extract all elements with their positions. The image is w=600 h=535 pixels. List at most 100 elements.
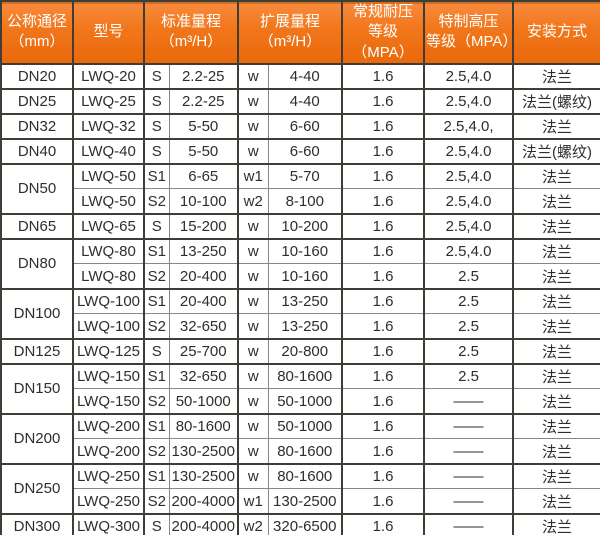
high-pressure-cell: 2.5 bbox=[423, 263, 514, 290]
install-cell: 法兰 bbox=[512, 362, 600, 390]
table-row: DN50 LWQ-50 S1 6-65 w1 5-70 1.6 2.5,4.0 … bbox=[0, 162, 600, 215]
ext-range-cell: 50-1000 bbox=[267, 388, 343, 415]
std-label-cell: S bbox=[143, 337, 170, 365]
dn-cell: DN32 bbox=[0, 112, 74, 140]
ext-range-cell: 13-250 bbox=[267, 313, 343, 340]
pressure-cell: 1.6 bbox=[341, 488, 425, 515]
ext-label-cell: w bbox=[237, 112, 269, 140]
std-label-cell: S2 bbox=[143, 263, 170, 290]
table-row: DN125 LWQ-125 S 25-700 w 20-800 1.6 2.5 … bbox=[0, 337, 600, 365]
ext-label-cell: w bbox=[237, 438, 269, 465]
std-range-cell: 130-2500 bbox=[168, 438, 239, 465]
pressure-cell: 1.6 bbox=[341, 137, 425, 165]
install-cell: 法兰 bbox=[512, 438, 600, 465]
pressure-cell: 1.6 bbox=[341, 162, 425, 190]
ext-range-cell: 20-800 bbox=[267, 337, 343, 365]
ext-label-cell: w1 bbox=[237, 488, 269, 515]
high-pressure-cell: —— bbox=[423, 412, 514, 440]
std-range-cell: 25-700 bbox=[168, 337, 239, 365]
install-cell: 法兰(螺纹) bbox=[512, 137, 600, 165]
ext-range-cell: 13-250 bbox=[267, 287, 343, 315]
header-diameter: 公称通径 （mm） bbox=[0, 0, 74, 65]
high-pressure-cell: 2.5,4.0 bbox=[423, 212, 514, 240]
pressure-cell: 1.6 bbox=[341, 188, 425, 215]
table-row: LWQ-100 S2 32-650 w 13-250 1.6 2.5 法兰 bbox=[1, 313, 600, 340]
ext-label-cell: w2 bbox=[237, 188, 269, 215]
table-row: DN20 LWQ-20 S 2.2-25 w 4-40 1.6 2.5,4.0 … bbox=[0, 62, 600, 90]
std-label-cell: S2 bbox=[143, 488, 170, 515]
std-range-cell: 15-200 bbox=[168, 212, 239, 240]
high-pressure-cell: —— bbox=[423, 512, 514, 535]
ext-range-cell: 8-100 bbox=[267, 188, 343, 215]
pressure-cell: 1.6 bbox=[341, 313, 425, 340]
model-cell: LWQ-150 bbox=[72, 362, 145, 390]
pressure-cell: 1.6 bbox=[341, 212, 425, 240]
high-pressure-cell: —— bbox=[423, 438, 514, 465]
ext-range-cell: 320-6500 bbox=[267, 512, 343, 535]
ext-label-cell: w bbox=[237, 212, 269, 240]
dn-cell: DN250 bbox=[0, 462, 74, 515]
table-row: DN40 LWQ-40 S 5-50 w 6-60 1.6 2.5,4.0 法兰… bbox=[0, 137, 600, 165]
std-label-cell: S bbox=[143, 512, 170, 535]
std-label-cell: S bbox=[143, 87, 170, 115]
ext-label-cell: w bbox=[237, 237, 269, 265]
table-row: DN32 LWQ-32 S 5-50 w 6-60 1.6 2.5,4.0, 法… bbox=[0, 112, 600, 140]
table-row: DN100 LWQ-100 S1 20-400 w 13-250 1.6 2.5… bbox=[0, 287, 600, 340]
std-label-cell: S bbox=[143, 112, 170, 140]
table-row: DN150 LWQ-150 S1 32-650 w 80-1600 1.6 2.… bbox=[0, 362, 600, 415]
install-cell: 法兰 bbox=[512, 212, 600, 240]
high-pressure-cell: 2.5,4.0 bbox=[423, 188, 514, 215]
ext-range-cell: 6-60 bbox=[267, 112, 343, 140]
ext-label-cell: w bbox=[237, 137, 269, 165]
header-standard-range: 标准量程 （m³/H） bbox=[143, 0, 239, 65]
ext-range-cell: 50-1000 bbox=[267, 412, 343, 440]
model-cell: LWQ-150 bbox=[72, 388, 145, 415]
std-range-cell: 13-250 bbox=[168, 237, 239, 265]
install-cell: 法兰 bbox=[512, 488, 600, 515]
model-cell: LWQ-25 bbox=[72, 87, 145, 115]
std-label-cell: S2 bbox=[143, 388, 170, 415]
table-row: DN300 LWQ-300 S 200-4000 w2 320-6500 1.6… bbox=[0, 512, 600, 535]
model-cell: LWQ-200 bbox=[72, 438, 145, 465]
ext-range-cell: 10-200 bbox=[267, 212, 343, 240]
std-range-cell: 32-650 bbox=[168, 362, 239, 390]
pressure-cell: 1.6 bbox=[341, 462, 425, 490]
std-range-cell: 2.2-25 bbox=[168, 62, 239, 90]
header-high-pressure: 特制高压 等级（MPA） bbox=[423, 0, 517, 65]
high-pressure-cell: 2.5 bbox=[423, 337, 514, 365]
std-range-cell: 50-1000 bbox=[168, 388, 239, 415]
ext-label-cell: w bbox=[237, 362, 269, 390]
model-cell: LWQ-200 bbox=[72, 412, 145, 440]
std-range-cell: 200-4000 bbox=[168, 488, 239, 515]
install-cell: 法兰 bbox=[512, 287, 600, 315]
pressure-cell: 1.6 bbox=[341, 237, 425, 265]
install-cell: 法兰 bbox=[512, 337, 600, 365]
dn-cell: DN100 bbox=[0, 287, 74, 340]
pressure-cell: 1.6 bbox=[341, 337, 425, 365]
table-row: LWQ-50 S2 10-100 w2 8-100 1.6 2.5,4.0 法兰 bbox=[1, 188, 600, 215]
std-label-cell: S bbox=[143, 137, 170, 165]
ext-label-cell: w bbox=[237, 462, 269, 490]
header-model: 型号 bbox=[72, 0, 145, 65]
install-cell: 法兰 bbox=[512, 512, 600, 535]
ext-range-cell: 4-40 bbox=[267, 62, 343, 90]
model-cell: LWQ-20 bbox=[72, 62, 145, 90]
model-cell: LWQ-100 bbox=[72, 313, 145, 340]
table-row: DN250 LWQ-250 S1 130-2500 w 80-1600 1.6 … bbox=[0, 462, 600, 515]
model-cell: LWQ-32 bbox=[72, 112, 145, 140]
dn-cell: DN50 bbox=[0, 162, 74, 215]
header-installation: 安装方式 bbox=[512, 0, 600, 65]
std-range-cell: 80-1600 bbox=[168, 412, 239, 440]
pressure-cell: 1.6 bbox=[341, 62, 425, 90]
model-cell: LWQ-250 bbox=[72, 462, 145, 490]
dn-cell: DN300 bbox=[0, 512, 74, 535]
std-range-cell: 2.2-25 bbox=[168, 87, 239, 115]
ext-label-cell: w bbox=[237, 313, 269, 340]
std-range-cell: 20-400 bbox=[168, 287, 239, 315]
install-cell: 法兰(螺纹) bbox=[512, 87, 600, 115]
ext-label-cell: w bbox=[237, 412, 269, 440]
high-pressure-cell: —— bbox=[423, 488, 514, 515]
high-pressure-cell: —— bbox=[423, 388, 514, 415]
header-row: 公称通径 （mm） 型号 标准量程 （m³/H） 扩展量程 （m³/H） 常规耐… bbox=[0, 0, 600, 65]
